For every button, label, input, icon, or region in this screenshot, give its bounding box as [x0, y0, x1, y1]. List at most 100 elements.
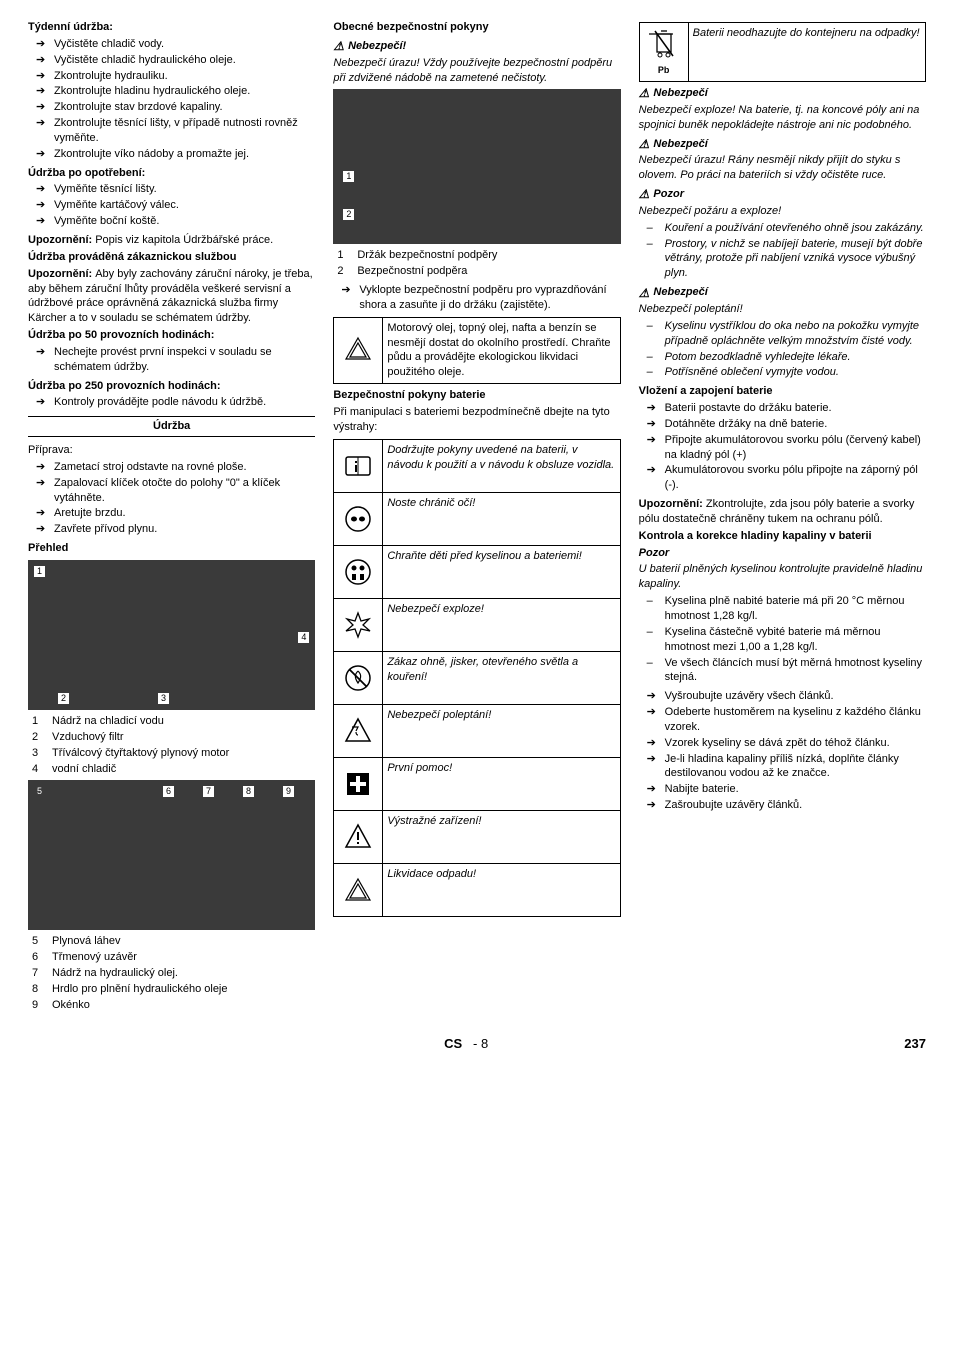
legend-text: vodní chladič: [52, 762, 116, 777]
list-item: Potřísněné oblečení vymyjte vodou.: [639, 365, 926, 380]
photo-label: 4: [298, 632, 309, 643]
list-item: Zašroubujte uzávěry článků.: [639, 798, 926, 813]
legend-num: 1: [337, 248, 347, 263]
list-item: Zkontrolujte těsnící lišty, v případě nu…: [28, 116, 315, 146]
photo-label: 5: [34, 786, 45, 797]
lang-code: CS: [444, 1036, 462, 1051]
manual-icon: [334, 439, 383, 492]
caution-list: Kouření a používání otevřeného ohně jsou…: [639, 221, 926, 281]
250h-list: Kontroly provádějte podle návodu k údržb…: [28, 395, 315, 410]
list-item: Zkontrolujte stav brzdové kapaliny.: [28, 100, 315, 115]
warning-icon: [334, 810, 383, 863]
legend-text: Nádrž na hydraulický olej.: [52, 966, 178, 981]
list-item: Vyklopte bezpečnostní podpěru pro vypraz…: [333, 283, 620, 313]
page-footer: CS - 8 237: [28, 1035, 926, 1053]
list-item: Prostory, v nichž se nabíjejí baterie, m…: [639, 237, 926, 282]
list-item: Zametací stroj odstavte na rovné ploše.: [28, 460, 315, 475]
legend-text: Okénko: [52, 998, 90, 1013]
legend-num: 9: [32, 998, 42, 1013]
list-item: Zkontrolujte hydrauliku.: [28, 69, 315, 84]
photo-label: 2: [58, 693, 69, 704]
battery-warnings-table: Dodržujte pokyny uvedené na baterii, v n…: [333, 439, 620, 917]
legend-num: 5: [32, 934, 42, 949]
legend-text: Bezpečnostní podpěra: [357, 264, 467, 279]
warning-icon: ⚠: [333, 40, 344, 52]
legend-num: 8: [32, 982, 42, 997]
danger-label: Nebezpečí!: [348, 39, 406, 54]
goggles-icon: [334, 492, 383, 545]
note-label: Upozornění:: [28, 268, 95, 280]
danger-list: Kyselinu vystříklou do oka nebo na pokož…: [639, 319, 926, 380]
list-item: Vyšroubujte uzávěry všech článků.: [639, 689, 926, 704]
check-title: Kontrola a korekce hladiny kapaliny v ba…: [639, 529, 926, 544]
legend-text: Vzduchový filtr: [52, 730, 124, 745]
legend-item: 1Držák bezpečnostní podpěry: [333, 248, 620, 263]
rel-page: 8: [481, 1036, 488, 1051]
warning-text: Dodržujte pokyny uvedené na baterii, v n…: [383, 439, 620, 492]
prep-list: Zametací stroj odstavte na rovné ploše. …: [28, 460, 315, 537]
danger-row: ⚠ Nebezpečí!: [333, 39, 620, 54]
list-item: Kyselina částečně vybité baterie má měrn…: [639, 625, 926, 655]
list-item: Aretujte brzdu.: [28, 506, 315, 521]
list-item: Kouření a používání otevřeného ohně jsou…: [639, 221, 926, 236]
danger-text: Nebezpečí exploze! Na baterie, tj. na ko…: [639, 103, 926, 133]
list-item: Potom bezodkladně vyhledejte lékaře.: [639, 350, 926, 365]
photo-label: 3: [158, 693, 169, 704]
danger-text: Nebezpečí poleptání!: [639, 302, 926, 317]
list-item: Dotáhněte držáky na dně baterie.: [639, 417, 926, 432]
footer-center: CS - 8: [28, 1035, 904, 1053]
oil-box: Motorový olej, topný olej, nafta a benzí…: [333, 317, 620, 384]
service-title: Údržba prováděná zákaznickou službou: [28, 250, 315, 265]
list-item: Zkontrolujte hladinu hydraulického oleje…: [28, 84, 315, 99]
list-item: Vyčistěte chladič vody.: [28, 37, 315, 52]
tank-photo: 5 6 7 8 9: [28, 780, 315, 930]
prep-label: Příprava:: [28, 443, 315, 458]
pb-text: Baterii neodhazujte do kontejneru na odp…: [688, 23, 925, 82]
legend-text: Tříválcový čtyřtaktový plynový motor: [52, 746, 229, 761]
insert-title: Vložení a zapojení baterie: [639, 384, 926, 399]
dispose-icon: [334, 863, 383, 916]
list-item: Kyselinu vystříklou do oka nebo na pokož…: [639, 319, 926, 349]
warning-text: Výstražné zařízení!: [383, 810, 620, 863]
note-label: Upozornění:: [639, 498, 706, 510]
engine-legend: 1Nádrž na chladicí vodu 2Vzduchový filtr…: [28, 714, 315, 776]
no-bin-icon: Pb: [639, 23, 688, 82]
dash: -: [473, 1036, 477, 1051]
photo-label: 9: [283, 786, 294, 797]
legend-num: 6: [32, 950, 42, 965]
250h-title: Údržba po 250 provozních hodinách:: [28, 379, 315, 394]
check-dash-list: Kyselina plně nabité baterie má při 20 °…: [639, 594, 926, 685]
column-2: Obecné bezpečnostní pokyny ⚠Nebezpečí! N…: [333, 18, 620, 1017]
note-label: Upozornění:: [28, 234, 95, 246]
legend-text: Hrdlo pro plnění hydraulického oleje: [52, 982, 228, 997]
support-action: Vyklopte bezpečnostní podpěru pro vypraz…: [333, 283, 620, 313]
legend-item: 9 Okénko: [28, 998, 315, 1013]
danger-row: ⚠Nebezpečí: [639, 285, 926, 300]
photo-label: 1: [34, 566, 45, 577]
list-item: Kontroly provádějte podle návodu k údržb…: [28, 395, 315, 410]
list-item: Vyměňte kartáčový válec.: [28, 198, 315, 213]
note-text: Popis viz kapitola Údržbářské práce.: [95, 234, 273, 246]
corrosive-icon: [334, 704, 383, 757]
check-arrow-list: Vyšroubujte uzávěry všech článků. Odeber…: [639, 689, 926, 813]
danger-label: Nebezpečí: [653, 285, 707, 300]
warning-icon: ⚠: [639, 188, 650, 200]
tank-legend: 5Plynová láhev 6Třmenový uzávěr 7Nádrž n…: [28, 934, 315, 1012]
danger-row: ⚠Nebezpečí: [639, 137, 926, 152]
danger-text: Nebezpečí úrazu! Vždy používejte bezpečn…: [333, 56, 620, 86]
legend-num: 3: [32, 746, 42, 761]
warning-text: Noste chránič očí!: [383, 492, 620, 545]
wear-note: Upozornění: Popis viz kapitola Údržbářsk…: [28, 233, 315, 248]
warning-text: Nebezpečí poleptání!: [383, 704, 620, 757]
warning-icon: ⚠: [639, 138, 650, 150]
legend-num: 4: [32, 762, 42, 777]
caution-row: ⚠Pozor: [639, 187, 926, 202]
photo-label: 6: [163, 786, 174, 797]
column-3: Pb Baterii neodhazujte do kontejneru na …: [639, 18, 926, 1017]
photo-label: 2: [343, 209, 354, 220]
recycle-icon: [334, 317, 383, 383]
danger-label: Nebezpečí: [653, 137, 707, 152]
legend-item: 7Nádrž na hydraulický olej.: [28, 966, 315, 981]
photo-label: 8: [243, 786, 254, 797]
danger-text: Nebezpečí úrazu! Rány nesmějí nikdy přij…: [639, 153, 926, 183]
